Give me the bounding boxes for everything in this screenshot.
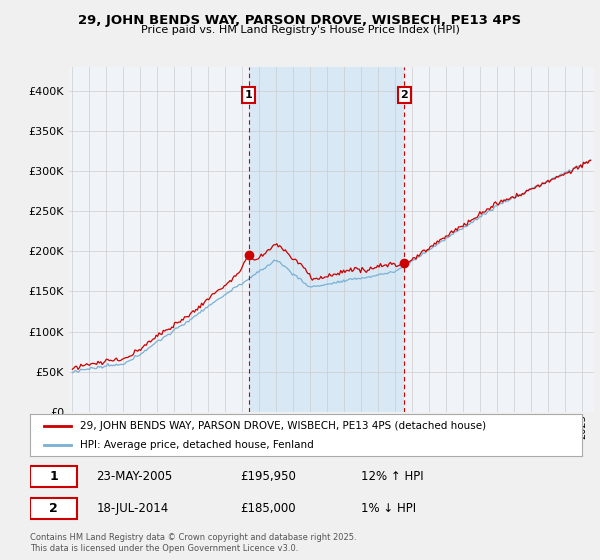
- Text: 2: 2: [401, 90, 408, 100]
- Text: 29, JOHN BENDS WAY, PARSON DROVE, WISBECH, PE13 4PS (detached house): 29, JOHN BENDS WAY, PARSON DROVE, WISBEC…: [80, 421, 486, 431]
- Text: Contains HM Land Registry data © Crown copyright and database right 2025.
This d: Contains HM Land Registry data © Crown c…: [30, 533, 356, 553]
- Text: Price paid vs. HM Land Registry's House Price Index (HPI): Price paid vs. HM Land Registry's House …: [140, 25, 460, 35]
- Text: HPI: Average price, detached house, Fenland: HPI: Average price, detached house, Fenl…: [80, 440, 313, 450]
- Text: £185,000: £185,000: [240, 502, 295, 515]
- Text: 2: 2: [49, 502, 58, 515]
- Bar: [249, 67, 404, 412]
- Text: 1% ↓ HPI: 1% ↓ HPI: [361, 502, 416, 515]
- Text: 12% ↑ HPI: 12% ↑ HPI: [361, 470, 424, 483]
- FancyBboxPatch shape: [30, 498, 77, 519]
- Text: 1: 1: [245, 90, 253, 100]
- FancyBboxPatch shape: [30, 466, 77, 487]
- Text: £195,950: £195,950: [240, 470, 296, 483]
- Text: 18-JUL-2014: 18-JUL-2014: [96, 502, 169, 515]
- Text: 1: 1: [49, 470, 58, 483]
- Text: 23-MAY-2005: 23-MAY-2005: [96, 470, 172, 483]
- Text: 29, JOHN BENDS WAY, PARSON DROVE, WISBECH, PE13 4PS: 29, JOHN BENDS WAY, PARSON DROVE, WISBEC…: [79, 14, 521, 27]
